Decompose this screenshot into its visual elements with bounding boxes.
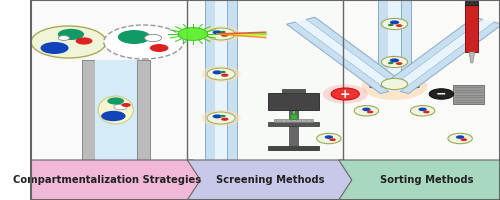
Bar — [274, 119, 314, 122]
Circle shape — [362, 108, 370, 111]
Bar — [226, 0, 237, 160]
Circle shape — [101, 111, 126, 121]
Circle shape — [396, 62, 402, 65]
Circle shape — [104, 25, 184, 59]
Circle shape — [122, 103, 130, 107]
Circle shape — [221, 118, 228, 121]
Circle shape — [330, 138, 336, 141]
Circle shape — [429, 89, 454, 99]
Polygon shape — [389, 19, 494, 91]
Bar — [378, 0, 388, 90]
Bar — [400, 0, 411, 90]
Polygon shape — [296, 19, 400, 91]
Bar — [466, 0, 478, 5]
Circle shape — [178, 28, 208, 40]
Circle shape — [367, 111, 374, 113]
Circle shape — [382, 18, 407, 30]
Polygon shape — [400, 22, 500, 93]
Bar — [466, 4, 478, 52]
Circle shape — [396, 24, 402, 27]
Circle shape — [202, 66, 240, 82]
Bar — [31, 0, 193, 160]
Bar — [82, 60, 95, 160]
Circle shape — [410, 106, 435, 116]
Circle shape — [212, 70, 222, 74]
Circle shape — [76, 37, 92, 45]
Circle shape — [423, 111, 430, 113]
Bar — [370, 85, 390, 91]
Circle shape — [118, 30, 150, 44]
Circle shape — [58, 29, 84, 40]
Bar — [453, 85, 484, 104]
Circle shape — [31, 26, 106, 58]
Bar — [388, 0, 400, 90]
Circle shape — [207, 112, 235, 124]
Bar — [268, 93, 320, 110]
Circle shape — [220, 31, 226, 33]
Circle shape — [418, 108, 427, 111]
Circle shape — [324, 135, 333, 139]
Bar — [268, 122, 320, 126]
Polygon shape — [31, 160, 206, 200]
Circle shape — [221, 74, 228, 77]
Circle shape — [316, 133, 341, 144]
Text: −: − — [436, 88, 446, 100]
Circle shape — [390, 58, 399, 62]
Circle shape — [362, 72, 428, 100]
Circle shape — [108, 97, 124, 105]
Polygon shape — [380, 17, 483, 89]
Circle shape — [220, 71, 226, 73]
Circle shape — [207, 68, 235, 80]
Circle shape — [331, 88, 360, 100]
Circle shape — [207, 28, 235, 40]
Bar — [187, 0, 344, 160]
Text: Sorting Methods: Sorting Methods — [380, 175, 473, 185]
Ellipse shape — [98, 96, 134, 124]
Text: +: + — [340, 88, 350, 100]
Circle shape — [202, 110, 240, 126]
Circle shape — [150, 44, 169, 52]
Circle shape — [144, 34, 162, 42]
Circle shape — [382, 78, 407, 90]
Text: Screening Methods: Screening Methods — [216, 175, 324, 185]
Circle shape — [58, 36, 70, 40]
Circle shape — [212, 30, 222, 34]
Circle shape — [212, 114, 222, 118]
Circle shape — [448, 133, 472, 144]
Bar — [95, 60, 136, 160]
Polygon shape — [187, 160, 358, 200]
Polygon shape — [306, 17, 408, 89]
Circle shape — [460, 138, 467, 141]
Bar — [216, 0, 226, 160]
Polygon shape — [286, 22, 389, 93]
Circle shape — [323, 84, 368, 104]
Circle shape — [40, 42, 68, 54]
Bar — [338, 0, 500, 160]
Text: Compartmentalization Strategies: Compartmentalization Strategies — [13, 175, 202, 185]
Circle shape — [388, 62, 394, 64]
Bar — [290, 114, 298, 119]
Bar — [205, 0, 216, 160]
Bar — [400, 85, 419, 91]
Circle shape — [202, 26, 240, 42]
Bar — [268, 146, 320, 150]
Polygon shape — [338, 160, 500, 200]
Circle shape — [221, 34, 228, 37]
Circle shape — [220, 115, 226, 117]
Circle shape — [382, 56, 407, 68]
Circle shape — [456, 135, 464, 139]
Bar — [289, 110, 298, 146]
Circle shape — [388, 24, 394, 26]
Circle shape — [354, 106, 378, 116]
Bar — [136, 60, 149, 160]
Polygon shape — [469, 52, 474, 63]
Circle shape — [390, 20, 399, 24]
Bar — [282, 89, 306, 93]
Circle shape — [114, 104, 127, 110]
